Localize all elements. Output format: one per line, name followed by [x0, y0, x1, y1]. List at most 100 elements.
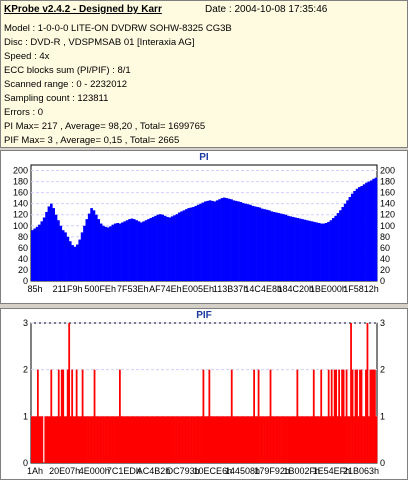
pi-data-bar [353, 190, 356, 281]
pif-data-bar [65, 416, 68, 463]
pif-data-bar [242, 416, 245, 463]
pi-chart-panel: PI 0 0 20 20 40 40 60 60 80 80 100 100 120 120 140 140 16… [0, 150, 408, 304]
pif-data-bar [83, 416, 85, 463]
pi-data-bar [213, 201, 217, 281]
pif-data-bar [212, 416, 215, 463]
pif-data-bar [257, 369, 260, 463]
pi-data-bar [35, 226, 39, 281]
pi-data-bar [45, 211, 48, 281]
pif-y-tick-right: 3 [380, 318, 385, 328]
pi-data-bar [194, 205, 198, 281]
pi-data-bar [260, 208, 264, 281]
pif-data-bar [204, 416, 206, 463]
pif-x-tick: 1B002Fh [283, 466, 320, 476]
pi-data-bar [78, 239, 82, 281]
pif-data-bar [317, 416, 320, 463]
pi-data-bar [113, 223, 117, 281]
pif-data-bar [177, 416, 179, 463]
pif-data-bar [286, 416, 288, 463]
pi-data-bar [225, 198, 228, 281]
scanned-range-line: Scanned range : 0 - 2232012 [4, 79, 128, 90]
pif-data-bar [153, 416, 156, 463]
pif-y-tick-left: 2 [23, 365, 28, 375]
pif-data-bar [33, 416, 36, 463]
pif-data-bar [226, 416, 229, 463]
pi-data-bar [230, 199, 233, 281]
pi-data-bar [367, 181, 371, 281]
pif-x-tick: 1E54EFh [313, 466, 351, 476]
pif-data-bar [148, 416, 151, 463]
pif-data-bar [50, 369, 53, 463]
pi-x-tick: 85h [27, 284, 42, 294]
pi-data-bar [130, 218, 134, 281]
pi-data-bar [275, 212, 278, 281]
pi-data-bar [208, 200, 212, 281]
pif-data-bar [281, 416, 284, 463]
pif-data-bar [353, 416, 355, 463]
pif-data-bar [111, 416, 114, 463]
pif-data-bar [235, 416, 238, 463]
pif-data-bar [247, 416, 250, 463]
pi-data-bar [61, 230, 65, 281]
pif-x-tick: 10ECE6h [194, 466, 233, 476]
pi-y-tick-left: 100 [13, 221, 28, 231]
pif-data-bar [60, 369, 63, 463]
pif-data-bar [323, 416, 326, 463]
pif-data-bar [311, 416, 314, 463]
pi-data-bar [263, 209, 266, 281]
pif-data-bar [99, 416, 102, 463]
pif-data-bar [123, 416, 126, 463]
pif-data-bar [248, 416, 251, 463]
pif-x-tick: 7C1EDh [107, 466, 141, 476]
pif-data-bar [277, 416, 279, 463]
pi-data-bar [54, 214, 58, 281]
pi-data-bar [324, 223, 328, 281]
pi-data-bar [362, 184, 366, 281]
pi-data-bar [111, 224, 115, 281]
pif-data-bar [374, 369, 376, 463]
pif-data-bar [223, 416, 226, 463]
pif-data-bar [265, 416, 267, 463]
pi-data-bar [109, 226, 112, 281]
pi-data-bar [331, 218, 335, 281]
pif-data-bar [336, 416, 339, 463]
pif-data-bar [62, 369, 65, 463]
pif-data-bar [66, 369, 69, 463]
pi-y-tick-right: 100 [380, 221, 395, 231]
pi-y-tick-right: 20 [380, 265, 390, 275]
pif-data-bar [117, 416, 120, 463]
pi-data-bar [215, 200, 219, 281]
pi-data-bar [104, 226, 108, 281]
pif-data-bar [342, 369, 345, 463]
pif-data-bar [86, 416, 88, 463]
pif-data-bar [253, 369, 256, 463]
errors-line: Errors : 0 [4, 107, 44, 118]
pif-data-bar [190, 416, 193, 463]
pi-data-bar [142, 221, 146, 281]
pif-data-bar [365, 369, 367, 463]
pi-y-tick-left: 180 [13, 177, 28, 187]
pif-data-bar [184, 416, 187, 463]
pif-data-bar [92, 416, 94, 463]
pi-y-tick-right: 0 [380, 276, 385, 286]
pif-data-bar [107, 416, 109, 463]
pif-data-bar [326, 416, 329, 463]
pi-data-bar [52, 208, 55, 281]
pif-data-bar [154, 416, 157, 463]
pi-data-bar [38, 224, 41, 281]
speed-line: Speed : 4x [4, 51, 50, 62]
pi-data-bar [322, 223, 326, 281]
pif-data-bar [363, 416, 366, 463]
pif-data-bar [196, 416, 199, 463]
pif-data-bar [369, 369, 372, 463]
pi-y-tick-right: 140 [380, 199, 395, 209]
pif-data-bar [138, 416, 141, 463]
pi-data-bar [83, 225, 86, 281]
pi-data-bar [289, 216, 292, 281]
pif-y-tick-left: 1 [23, 411, 28, 421]
pi-x-tick: 184C20h [278, 284, 315, 294]
pi-y-tick-left: 60 [18, 243, 28, 253]
pi-data-bar [220, 198, 224, 281]
pif-data-bar [32, 416, 35, 463]
pi-y-tick-left: 0 [23, 276, 28, 286]
